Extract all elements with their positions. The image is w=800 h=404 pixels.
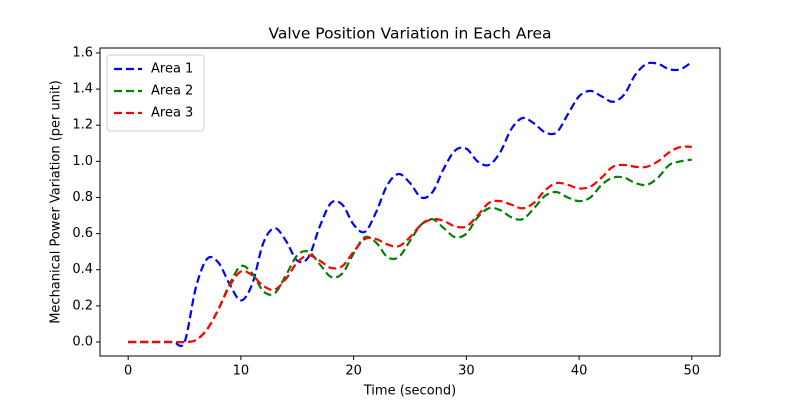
legend-label: Area 3 [151,106,193,121]
y-axis-label: Mechanical Power Variation (per unit) [49,80,64,324]
y-tick-label: 1.2 [72,118,93,133]
x-tick-label: 20 [345,364,362,379]
y-tick-label: 0.6 [72,226,93,241]
y-tick-label: 1.6 [72,45,93,60]
line-series [128,145,692,344]
y-tick-label: 1.0 [72,154,93,169]
y-tick-label: 0.4 [72,262,93,277]
x-tick-label: 40 [571,364,588,379]
x-tick-label: 50 [684,364,701,379]
line-series [128,61,693,348]
x-tick-label: 30 [458,364,475,379]
axes-frame [99,47,721,357]
legend-label: Area 2 [151,84,193,99]
x-tick-label: 10 [233,364,250,379]
y-tick-label: 0.0 [72,335,93,350]
x-axis-label: Time (second) [363,384,456,399]
y-tick-label: 1.4 [72,82,93,97]
x-tick-label: 0 [124,364,132,379]
y-tick-label: 0.8 [72,190,93,205]
chart-title: Valve Position Variation in Each Area [268,25,551,43]
legend-label: Area 1 [151,62,193,77]
y-tick-label: 0.2 [72,298,93,313]
